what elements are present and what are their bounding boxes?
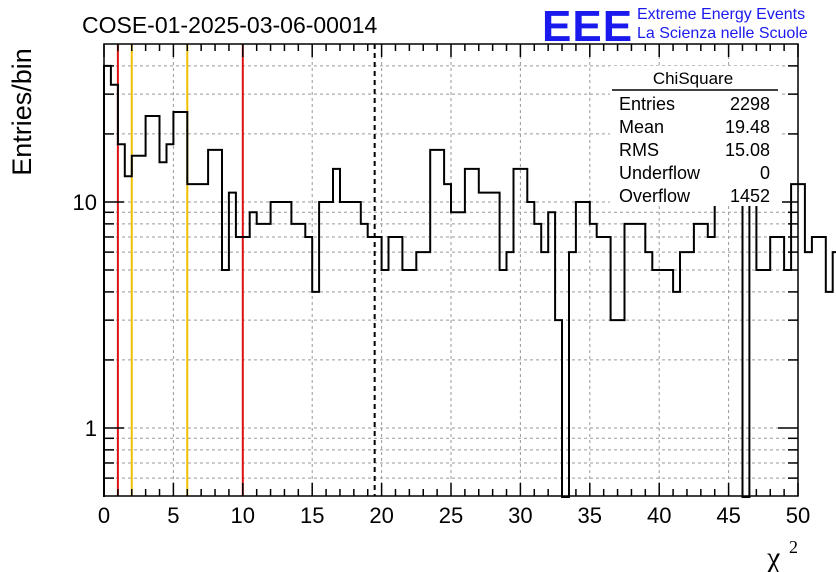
x-axis-label-superscript: 2 [789, 537, 798, 557]
x-tick-label: 30 [508, 503, 532, 528]
axis-ticks [103, 44, 799, 496]
stats-label-mean: Mean [619, 117, 664, 137]
x-tick-label: 35 [578, 503, 602, 528]
stats-title: ChiSquare [653, 69, 733, 88]
histogram-line [103, 64, 836, 498]
stats-value-rms: 15.08 [725, 140, 770, 160]
x-tick-label: 25 [439, 503, 463, 528]
chart-title: COSE-01-2025-03-06-00014 [82, 12, 378, 38]
stats-value-overflow: 1452 [730, 186, 770, 206]
logo-line-2: La Scienza nelle Scuole [637, 25, 808, 42]
stats-value-mean: 19.48 [725, 117, 770, 137]
x-tick-label: 15 [300, 503, 324, 528]
x-tick-label: 40 [647, 503, 671, 528]
eee-logo: EEE Extreme Energy Events La Scienza nel… [542, 2, 808, 51]
x-tick-label: 10 [231, 503, 255, 528]
stats-label-overflow: Overflow [619, 186, 691, 206]
x-tick-labels: 0 5 10 15 20 25 30 35 40 45 50 [98, 503, 810, 528]
stats-label-rms: RMS [619, 140, 659, 160]
stats-box: ChiSquare Entries 2298 Mean 19.48 RMS 15… [610, 66, 782, 206]
stats-label-underflow: Underflow [619, 163, 701, 183]
x-axis-label-base: χ [766, 541, 781, 572]
x-tick-label: 0 [98, 503, 110, 528]
logo-line-1: Extreme Energy Events [637, 6, 805, 23]
stats-value-underflow: 0 [760, 163, 770, 183]
stats-label-entries: Entries [619, 94, 675, 114]
x-tick-label: 50 [786, 503, 810, 528]
y-tick-label: 10 [73, 190, 97, 215]
x-tick-label: 45 [716, 503, 740, 528]
y-tick-label: 1 [85, 416, 97, 441]
x-tick-label: 20 [369, 503, 393, 528]
x-tick-label: 5 [167, 503, 179, 528]
x-axis-label: χ 2 [766, 537, 798, 572]
y-tick-labels: 1 10 [73, 190, 97, 441]
y-axis-label: Entries/bin [7, 48, 37, 176]
stats-value-entries: 2298 [730, 94, 770, 114]
logo-letters: EEE [542, 2, 633, 51]
plot-frame [103, 43, 799, 497]
